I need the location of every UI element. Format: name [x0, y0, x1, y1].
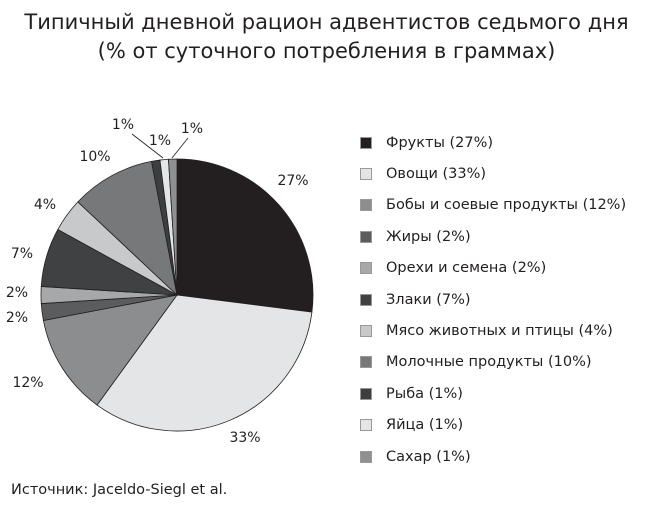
legend-swatch: [360, 168, 372, 181]
legend-swatch: [360, 356, 372, 369]
data-label: 10%: [79, 149, 110, 165]
legend-item: Яйца (1%): [360, 410, 626, 441]
legend-label: Молочные продукты (10%): [386, 354, 592, 371]
data-label: 2%: [6, 285, 28, 301]
data-label: 4%: [34, 197, 56, 213]
legend-item: Мясо животных и птицы (4%): [360, 315, 626, 346]
legend-label: Яйца (1%): [386, 417, 464, 434]
legend-swatch: [360, 262, 372, 275]
leader-line: [131, 133, 164, 159]
legend-item: Сахар (1%): [360, 441, 626, 472]
legend-item: Молочные продукты (10%): [360, 347, 626, 378]
chart-title: Типичный дневной рацион адвентистов седь…: [24, 10, 629, 34]
legend-item: Рыба (1%): [360, 378, 626, 409]
data-label: 27%: [277, 173, 308, 189]
chart-subtitle: (% от суточного потребления в граммах): [97, 39, 556, 63]
legend-item: Злаки (7%): [360, 284, 626, 315]
pie-slice: [42, 294, 178, 406]
data-label: 1%: [181, 121, 203, 137]
legend-swatch: [360, 387, 372, 400]
legend-item: Орехи и семена (2%): [360, 253, 626, 284]
legend-label: Рыба (1%): [386, 385, 463, 402]
legend-label: Орехи и семена (2%): [386, 260, 547, 277]
pie-slice: [77, 160, 178, 297]
data-label: 12%: [12, 375, 43, 391]
data-label: 7%: [11, 246, 33, 262]
source-note: Источник: Jaceldo-Siegl et al.: [11, 482, 228, 498]
legend-label: Овощи (33%): [386, 166, 487, 183]
legend-item: Овощи (33%): [360, 158, 626, 189]
legend-swatch: [360, 199, 372, 212]
pie-slice: [96, 294, 313, 432]
legend-swatch: [360, 136, 372, 149]
legend-label: Бобы и соевые продукты (12%): [386, 197, 627, 214]
leader-line: [171, 137, 189, 159]
legend-item: Бобы и соевые продукты (12%): [360, 190, 626, 221]
legend: Фрукты (27%) Овощи (33%) Бобы и соевые про…: [360, 127, 626, 472]
legend-label: Фрукты (27%): [386, 134, 494, 151]
legend-item: Фрукты (27%): [360, 127, 626, 158]
pie-slice: [176, 158, 314, 313]
legend-swatch: [360, 325, 372, 338]
legend-item: Жиры (2%): [360, 221, 626, 252]
data-label: 1%: [112, 117, 134, 133]
data-label: 1%: [149, 133, 171, 149]
data-label: 33%: [229, 430, 260, 446]
legend-label: Жиры (2%): [386, 228, 471, 245]
legend-swatch: [360, 450, 372, 463]
data-label: 2%: [6, 310, 28, 326]
legend-label: Мясо животных и птицы (4%): [386, 323, 613, 340]
legend-label: Злаки (7%): [386, 291, 471, 308]
legend-swatch: [360, 419, 372, 432]
legend-label: Сахар (1%): [386, 448, 471, 465]
legend-swatch: [360, 293, 372, 306]
pie-slice: [168, 158, 178, 296]
legend-swatch: [360, 230, 372, 243]
